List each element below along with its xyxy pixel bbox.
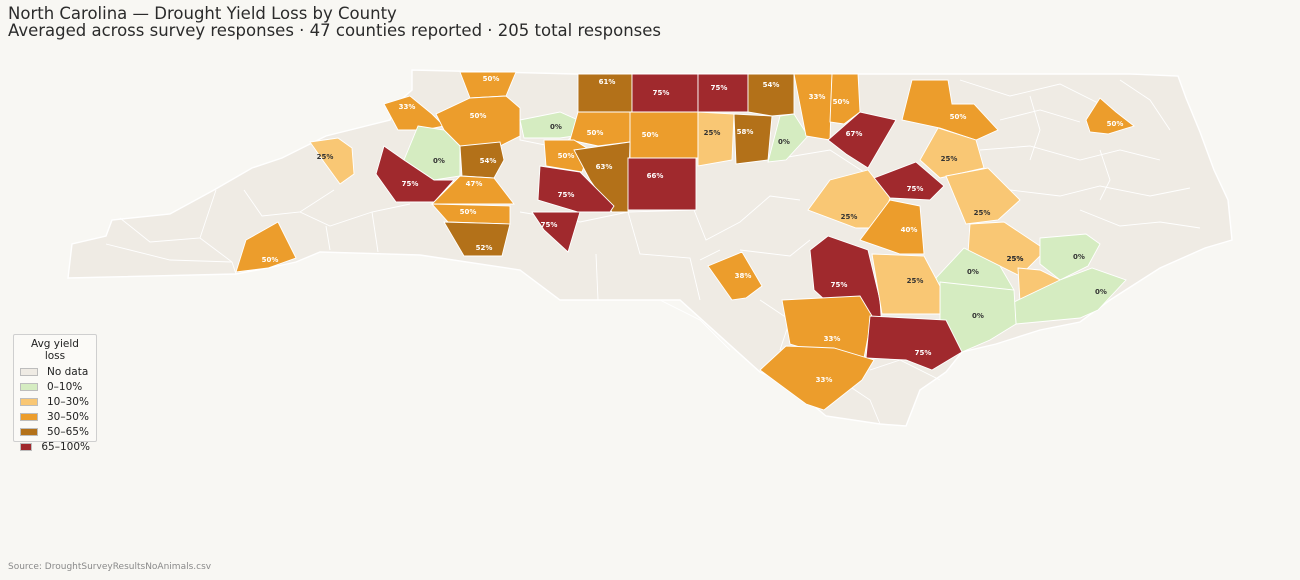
county-shape	[747, 73, 795, 117]
legend-item-65-100: 65–100%	[20, 439, 90, 454]
county-shape	[829, 73, 861, 125]
county-value-label: 54%	[480, 157, 497, 165]
legend-swatch	[20, 397, 38, 406]
county-value-label: 25%	[974, 209, 991, 217]
county-shape	[697, 111, 735, 167]
county-shape	[697, 73, 749, 113]
county-shape	[375, 145, 456, 203]
county-value-label: 25%	[1007, 255, 1024, 263]
legend-label: 65–100%	[41, 440, 90, 453]
county-value-label: 67%	[846, 130, 863, 138]
county-shape	[309, 137, 355, 185]
county-value-label: 0%	[972, 312, 984, 320]
county-shape	[629, 111, 699, 159]
legend-swatch	[20, 427, 38, 436]
legend-swatch	[20, 412, 38, 421]
county-value-label: 33%	[816, 376, 833, 384]
legend-item-30-50: 30–50%	[20, 409, 90, 424]
county-shape	[443, 221, 511, 257]
county-value-label: 75%	[558, 191, 575, 199]
county-value-label: 54%	[763, 81, 780, 89]
county-shape	[573, 141, 631, 213]
county-value-label: 66%	[647, 172, 664, 180]
county-value-label: 52%	[476, 244, 493, 252]
county-value-label: 25%	[907, 277, 924, 285]
county-value-label: 75%	[831, 281, 848, 289]
legend-swatch	[20, 442, 33, 451]
county-value-label: 0%	[778, 138, 790, 146]
county-value-label: 58%	[737, 128, 754, 136]
county-shape	[1085, 97, 1135, 135]
legend-label: 50–65%	[47, 425, 89, 438]
county-value-label: 50%	[642, 131, 659, 139]
county-value-label: 0%	[1095, 288, 1107, 296]
legend-label: 0–10%	[47, 380, 83, 393]
county-value-label: 61%	[599, 78, 616, 86]
county-value-label: 25%	[941, 155, 958, 163]
county-value-label: 0%	[1073, 253, 1085, 261]
county-shape	[1039, 233, 1101, 281]
county-value-label: 25%	[841, 213, 858, 221]
county-value-label: 38%	[735, 272, 752, 280]
county-shape	[430, 175, 515, 205]
county-shape	[767, 113, 809, 163]
county-value-label: 33%	[824, 335, 841, 343]
county-shape	[235, 221, 297, 273]
source-note: Source: DroughtSurveyResultsNoAnimals.cs…	[8, 562, 212, 572]
county-value-label: 25%	[317, 153, 334, 161]
county-value-label: 75%	[711, 84, 728, 92]
county-shape	[859, 199, 925, 255]
legend-item-10-30: 10–30%	[20, 394, 90, 409]
county-value-label: 75%	[541, 221, 558, 229]
county-shape	[537, 165, 615, 213]
county-shape	[827, 111, 897, 169]
county-value-label: 50%	[587, 129, 604, 137]
map-legend: Avg yield loss No data 0–10% 10–30% 30–5…	[13, 334, 97, 453]
county-value-label: 0%	[550, 123, 562, 131]
county-value-label: 50%	[558, 152, 575, 160]
county-value-label: 50%	[833, 98, 850, 106]
county-value-label: 0%	[967, 268, 979, 276]
county-value-label: 50%	[483, 75, 500, 83]
map-subtitle: Averaged across survey responses · 47 co…	[8, 21, 662, 40]
legend-label: 10–30%	[47, 395, 89, 408]
legend-label: 30–50%	[47, 410, 89, 423]
county-value-label: 75%	[907, 185, 924, 193]
legend-title: Avg yield loss	[31, 338, 79, 362]
county-shape	[759, 345, 875, 411]
county-value-label: 0%	[433, 157, 445, 165]
county-value-label: 75%	[915, 349, 932, 357]
county-shape	[531, 211, 581, 253]
county-value-label: 50%	[460, 208, 477, 216]
county-value-label: 33%	[399, 103, 416, 111]
county-value-label: 50%	[1107, 120, 1124, 128]
legend-item-50-65: 50–65%	[20, 424, 90, 439]
legend-item-0-10: 0–10%	[20, 379, 90, 394]
county-value-label: 47%	[466, 180, 483, 188]
county-shape	[459, 141, 505, 179]
county-value-label: 40%	[901, 226, 918, 234]
county-value-label: 25%	[1007, 255, 1024, 263]
county-value-label: 33%	[809, 93, 826, 101]
legend-swatch	[20, 382, 38, 391]
legend-swatch	[20, 367, 38, 376]
county-value-label: 50%	[470, 112, 487, 120]
reported-counties: 50% 33% 50% 25% 0% 54% 75% 47% 50% 52% 50% 0% 61% 75%…	[235, 71, 1135, 411]
county-value-label: 50%	[262, 256, 279, 264]
county-shape	[871, 253, 941, 315]
county-value-label: 25%	[704, 129, 721, 137]
county-value-label: 50%	[950, 113, 967, 121]
county-shape	[945, 167, 1021, 225]
legend-item-no-data: No data	[20, 364, 90, 379]
county-shape	[733, 113, 773, 165]
county-shape	[707, 251, 763, 301]
county-shape	[901, 79, 999, 141]
county-value-label: 63%	[596, 163, 613, 171]
county-value-label: 75%	[653, 89, 670, 97]
county-shape	[627, 157, 697, 211]
map-title: North Carolina — Drought Yield Loss by C…	[8, 4, 397, 23]
legend-label: No data	[47, 365, 89, 378]
county-value-label: 75%	[402, 180, 419, 188]
